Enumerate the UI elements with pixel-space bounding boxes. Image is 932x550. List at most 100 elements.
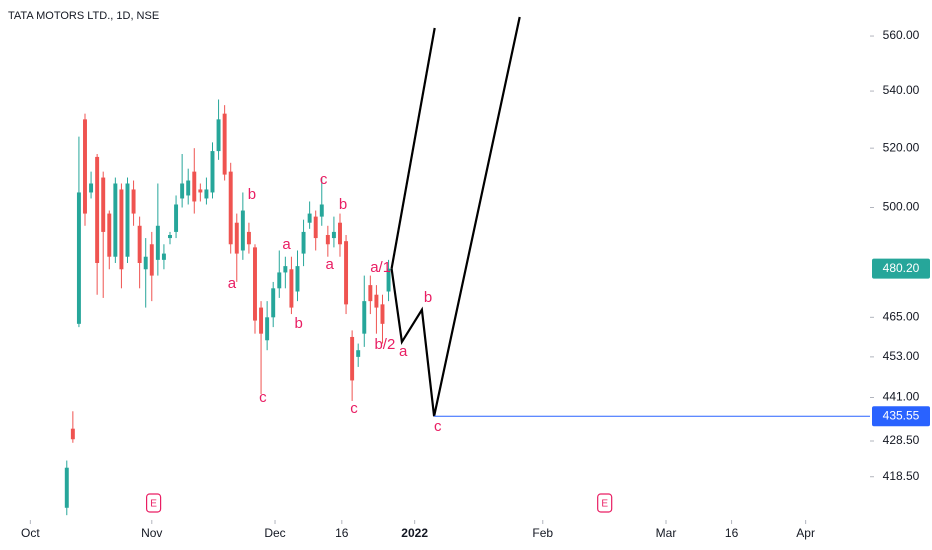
y-tick-label: 441.00 <box>883 390 920 404</box>
candle-body <box>234 222 239 254</box>
candle-body <box>168 234 172 239</box>
wave-label: a <box>282 236 291 253</box>
candle-body <box>89 183 94 193</box>
candle-body <box>356 350 361 357</box>
candle-body <box>331 231 336 239</box>
candle-body <box>228 171 233 245</box>
y-tick-label: 520.00 <box>883 140 920 154</box>
candle-body <box>277 272 282 289</box>
wave-label: c <box>259 389 267 406</box>
wave-label: b <box>295 315 303 332</box>
chart-title: TATA MOTORS LTD., 1D, NSE <box>8 10 159 22</box>
candle-body <box>107 213 112 257</box>
plot <box>64 16 521 516</box>
candle-body <box>137 225 142 263</box>
wave-drawing <box>390 27 436 269</box>
candle-body <box>301 231 306 254</box>
wave-label: b/2 <box>374 336 395 353</box>
candle-body <box>131 189 136 214</box>
x-tick-label: Oct <box>21 526 40 540</box>
y-tick-label: 540.00 <box>883 83 920 97</box>
wave-label: b <box>424 289 432 306</box>
horizontal-line-label: 435.55 <box>883 408 920 422</box>
candle-body <box>344 241 349 305</box>
candle-body <box>216 119 221 152</box>
candle-body <box>155 225 160 260</box>
candle-body <box>222 113 227 175</box>
wave-label: c <box>350 400 358 417</box>
candle-body <box>210 151 215 193</box>
candle-body <box>313 216 318 239</box>
horizontal-line-label-box <box>872 406 930 427</box>
wave-label: a <box>399 343 408 360</box>
candle-body <box>204 189 209 199</box>
wave-label: c <box>320 171 328 188</box>
wave-label: b <box>339 196 347 213</box>
candle-body <box>125 183 130 257</box>
last-price-box <box>872 258 930 279</box>
candle-body <box>192 171 197 202</box>
candle-body <box>259 307 264 334</box>
last-price-label: 480.20 <box>883 261 920 275</box>
y-tick-label: 560.00 <box>883 28 920 42</box>
x-tick-label: 16 <box>335 526 349 540</box>
x-tick-label: Feb <box>532 526 553 540</box>
candle-body <box>180 183 185 199</box>
y-tick-label: 465.00 <box>883 309 920 323</box>
x-tick-label: Dec <box>264 526 285 540</box>
candle-body <box>174 204 179 232</box>
candle-body <box>198 189 203 193</box>
y-tick-label: 418.50 <box>883 469 920 483</box>
y-tick-label: 453.00 <box>883 349 920 363</box>
wave-label: c <box>434 418 442 435</box>
candle-body <box>186 180 191 196</box>
x-tick-label: Apr <box>796 526 815 540</box>
candle-body <box>338 222 342 245</box>
candle-body <box>295 266 300 292</box>
wave-drawing <box>390 16 521 417</box>
y-tick-label: 428.50 <box>883 433 920 447</box>
candle-body <box>70 428 75 440</box>
candle-body <box>362 301 367 334</box>
candle-body <box>265 317 270 341</box>
candle-body <box>95 156 100 263</box>
candle-body <box>307 213 312 223</box>
candle-body <box>161 253 166 260</box>
candle-body <box>283 266 288 273</box>
event-label: E <box>601 499 608 510</box>
wave-label: a <box>228 275 237 292</box>
candle-body <box>289 269 294 308</box>
candle-body <box>253 247 257 321</box>
wave-label: a/1 <box>370 259 391 276</box>
y-tick-label: 500.00 <box>883 200 920 214</box>
candle-body <box>143 256 148 270</box>
event-label: E <box>150 499 157 510</box>
candle-body <box>149 244 154 276</box>
candle-body <box>380 304 385 324</box>
x-tick-label: Mar <box>656 526 677 540</box>
candle-body <box>374 294 379 308</box>
x-tick-label: Nov <box>141 526 162 540</box>
x-tick-label: 16 <box>725 526 739 540</box>
candle-body <box>119 189 124 270</box>
candle-body <box>386 268 391 292</box>
event-marker <box>146 493 162 513</box>
candle-body <box>350 336 355 381</box>
candle-body <box>64 467 69 508</box>
candle-body <box>101 177 106 232</box>
candle-body <box>83 119 87 214</box>
candle-body <box>76 192 81 324</box>
candle-body <box>113 183 118 257</box>
event-marker <box>597 493 613 513</box>
candle-body <box>368 285 373 302</box>
candle-body <box>319 204 324 217</box>
candle-body <box>246 231 251 245</box>
wave-label: b <box>248 186 256 203</box>
x-tick-label: 2022 <box>401 526 428 540</box>
candle-body <box>271 288 276 318</box>
candle-body <box>325 234 330 245</box>
wave-label: a <box>325 256 334 273</box>
candle-body <box>240 210 245 251</box>
